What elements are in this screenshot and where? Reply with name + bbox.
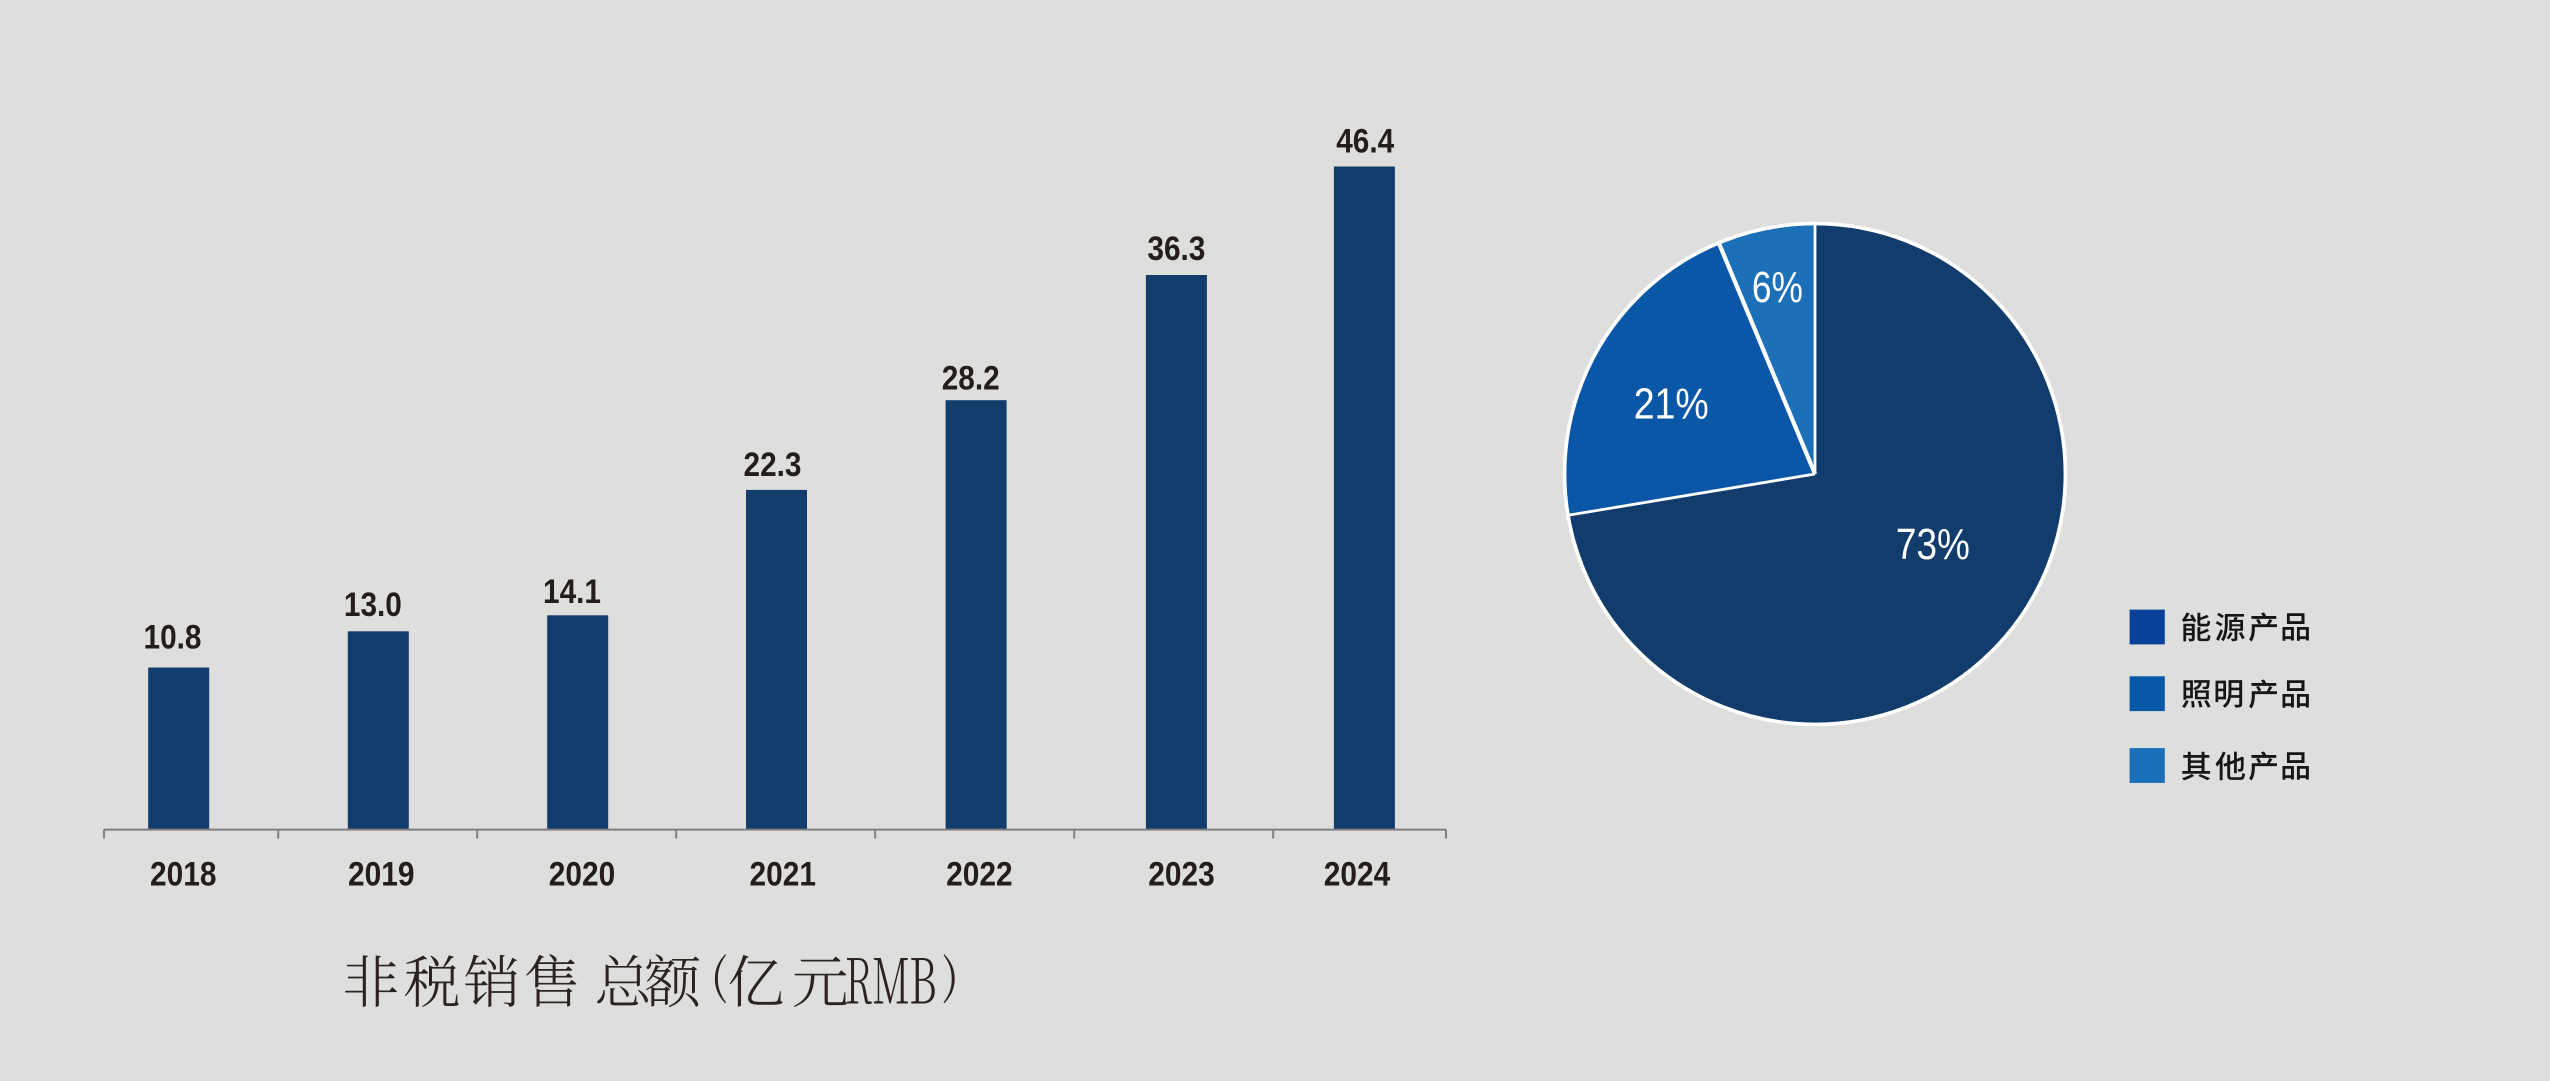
svg-text:6%: 6%: [1752, 264, 1803, 312]
svg-text:10.8: 10.8: [144, 618, 202, 656]
svg-text:14.1: 14.1: [543, 573, 601, 611]
svg-text:2020: 2020: [549, 856, 616, 894]
svg-text:2019: 2019: [348, 856, 415, 894]
svg-text:73%: 73%: [1896, 521, 1970, 569]
svg-text:13.0: 13.0: [344, 586, 402, 624]
svg-text:2022: 2022: [946, 856, 1013, 894]
svg-text:28.2: 28.2: [942, 360, 1000, 398]
svg-text:36.3: 36.3: [1147, 230, 1205, 268]
svg-text:46.4: 46.4: [1336, 123, 1394, 161]
svg-text:2021: 2021: [750, 856, 817, 894]
svg-text:21%: 21%: [1634, 380, 1709, 428]
svg-text:22.3: 22.3: [744, 446, 802, 484]
svg-text:2023: 2023: [1148, 856, 1215, 894]
svg-text:2018: 2018: [150, 856, 217, 894]
svg-text:2024: 2024: [1324, 856, 1391, 894]
